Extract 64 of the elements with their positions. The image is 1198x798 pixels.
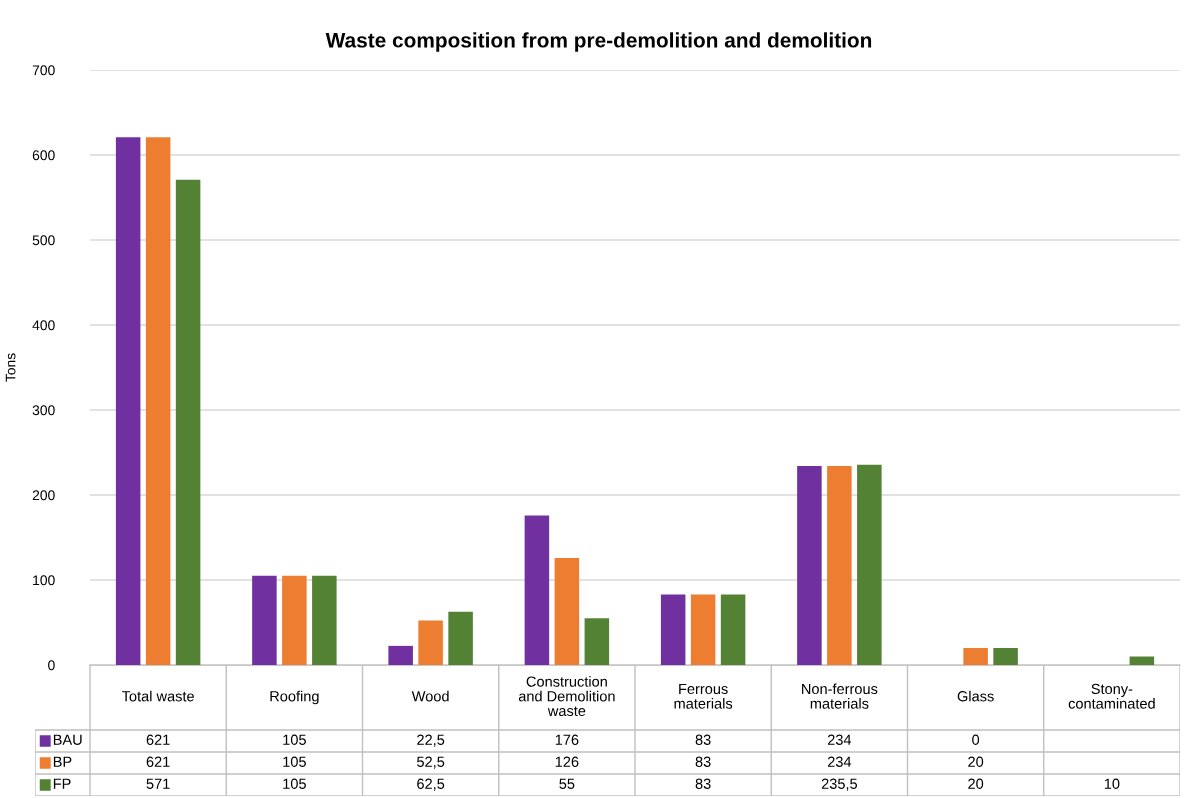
y-tick-label: 700 [32, 65, 55, 76]
bar [312, 575, 337, 665]
data-label: 62,5 [417, 778, 445, 791]
y-tick-label: 100 [33, 575, 55, 586]
x-tick-label: Stony- contaminated [1068, 683, 1155, 709]
bar [660, 594, 686, 665]
y-tick-label: 300 [32, 405, 55, 416]
bar [388, 645, 413, 665]
data-label: 83 [695, 778, 711, 789]
chart-title: Waste composition from pre-demolition and demolition [325, 32, 872, 52]
data-label: 234 [827, 734, 852, 745]
bar [175, 179, 201, 665]
data-label: 105 [283, 756, 306, 767]
x-tick-label: Wood [411, 690, 449, 702]
bar [720, 594, 746, 665]
bar [554, 557, 580, 665]
data-label: 571 [146, 778, 170, 789]
data-label: 20 [968, 756, 984, 767]
data-label: 83 [695, 734, 711, 745]
bar [115, 137, 141, 665]
bar [1129, 656, 1155, 665]
x-tick-label: Roofing [270, 690, 319, 705]
data-label: 52,5 [417, 756, 445, 769]
bar [448, 611, 473, 665]
x-tick-label: Construction and Demolition waste [518, 676, 615, 717]
bar [282, 575, 307, 665]
data-label: 83 [695, 756, 711, 767]
data-label: 10 [1104, 778, 1120, 789]
y-axis-title: Tons [5, 353, 16, 382]
bar [252, 575, 277, 665]
y-tick-label: 0 [48, 660, 55, 671]
data-label: 105 [283, 778, 306, 789]
data-label: 20 [968, 778, 984, 789]
x-tick-label: Ferrous materials [674, 683, 733, 709]
data-label: 22,5 [417, 734, 445, 747]
data-label: 126 [555, 756, 579, 767]
bar [584, 618, 610, 665]
bar [418, 620, 443, 665]
bar [524, 515, 550, 665]
bar [827, 466, 852, 665]
legend-label: BAU [53, 734, 82, 745]
y-tick-label: 600 [32, 150, 55, 161]
bar [690, 594, 716, 665]
bar [857, 464, 882, 665]
data-label: 235,5 [821, 778, 858, 791]
legend-label: FP [53, 778, 71, 789]
x-tick-label: Total waste [121, 690, 194, 702]
bar [797, 466, 822, 665]
bar [993, 648, 1018, 665]
y-tick-label: 500 [32, 235, 55, 246]
data-label: 55 [559, 778, 575, 789]
data-label: 105 [283, 734, 306, 745]
x-tick-label: Non-ferrous materials [802, 683, 878, 709]
data-label: 234 [827, 756, 852, 767]
bar [963, 648, 988, 665]
x-tick-label: Glass [957, 690, 994, 702]
data-label: 621 [146, 734, 170, 745]
data-label: 621 [146, 756, 170, 767]
data-label: 176 [555, 734, 579, 745]
data-label: 0 [972, 734, 980, 745]
legend-label: BP [53, 756, 72, 767]
bar [145, 137, 171, 665]
y-tick-label: 400 [32, 320, 55, 331]
y-tick-label: 200 [32, 490, 55, 501]
